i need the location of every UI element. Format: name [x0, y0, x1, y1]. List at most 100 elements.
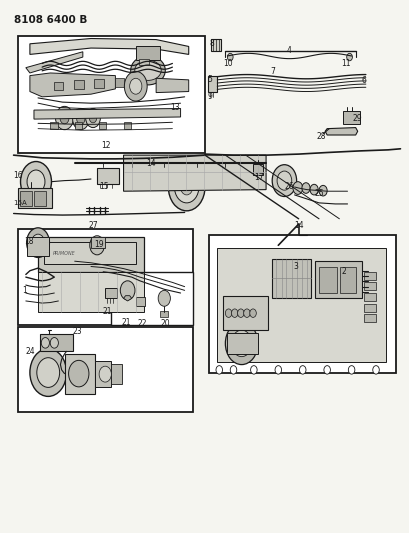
Circle shape — [231, 309, 237, 317]
Text: 21: 21 — [121, 318, 131, 327]
Bar — [363, 304, 375, 312]
Circle shape — [27, 228, 49, 257]
Circle shape — [76, 114, 85, 124]
Text: 19: 19 — [94, 240, 103, 249]
Bar — [115, 78, 124, 87]
Bar — [217, 248, 385, 362]
Circle shape — [60, 112, 69, 124]
Text: 29: 29 — [352, 114, 361, 123]
Bar — [27, 237, 49, 256]
Bar — [99, 122, 106, 128]
Circle shape — [31, 234, 45, 251]
Circle shape — [50, 337, 58, 348]
Circle shape — [180, 179, 192, 195]
Circle shape — [276, 171, 291, 190]
Text: 10: 10 — [223, 60, 232, 68]
Circle shape — [249, 309, 256, 317]
Bar — [95, 361, 111, 387]
Text: 20: 20 — [160, 319, 169, 328]
Ellipse shape — [130, 56, 165, 85]
Bar — [272, 259, 310, 298]
Circle shape — [90, 236, 104, 255]
Bar — [343, 111, 359, 124]
Circle shape — [55, 107, 73, 130]
Circle shape — [30, 349, 66, 397]
Circle shape — [250, 366, 256, 374]
Circle shape — [72, 109, 89, 130]
Circle shape — [168, 163, 204, 211]
Text: 14: 14 — [146, 159, 155, 167]
Circle shape — [274, 366, 281, 374]
Bar — [363, 282, 375, 290]
Text: 27: 27 — [89, 221, 98, 230]
Bar — [363, 293, 375, 301]
Bar — [339, 266, 355, 293]
Circle shape — [372, 366, 378, 374]
Bar — [18, 229, 192, 325]
Text: 6: 6 — [361, 76, 366, 85]
Text: 12: 12 — [101, 141, 110, 150]
Bar — [318, 266, 337, 293]
Bar — [54, 82, 63, 91]
Bar — [40, 334, 72, 351]
Bar — [91, 237, 105, 248]
Circle shape — [348, 366, 354, 374]
Bar — [223, 296, 267, 330]
Bar — [209, 235, 396, 373]
Circle shape — [323, 366, 330, 374]
Text: 26: 26 — [284, 182, 293, 191]
Text: 13: 13 — [170, 103, 180, 112]
Bar — [74, 122, 82, 128]
Text: 3: 3 — [293, 262, 298, 271]
Ellipse shape — [135, 60, 161, 80]
Text: 17: 17 — [253, 173, 263, 182]
Circle shape — [124, 71, 147, 101]
Circle shape — [68, 360, 89, 387]
Bar — [363, 314, 375, 322]
Text: 16: 16 — [13, 171, 23, 180]
Text: 2: 2 — [341, 268, 345, 276]
Bar — [227, 333, 257, 354]
Circle shape — [243, 309, 249, 317]
Circle shape — [299, 366, 305, 374]
Circle shape — [89, 114, 97, 123]
Bar — [20, 191, 32, 206]
Text: 8: 8 — [209, 39, 214, 49]
Circle shape — [216, 366, 222, 374]
Polygon shape — [123, 296, 131, 301]
Bar — [135, 46, 160, 60]
Polygon shape — [34, 109, 180, 119]
Circle shape — [292, 182, 302, 195]
Text: 1: 1 — [22, 286, 27, 295]
Text: 28: 28 — [316, 132, 326, 141]
Bar — [38, 237, 144, 272]
Circle shape — [120, 281, 135, 300]
Circle shape — [237, 309, 243, 317]
Circle shape — [231, 330, 251, 357]
Bar — [139, 59, 149, 65]
Text: 9: 9 — [207, 92, 212, 101]
Bar — [74, 80, 83, 89]
Polygon shape — [30, 73, 115, 97]
Circle shape — [230, 366, 236, 374]
Polygon shape — [324, 127, 357, 135]
Circle shape — [99, 366, 111, 382]
Text: 21: 21 — [102, 307, 112, 316]
Circle shape — [272, 165, 296, 197]
Bar — [135, 297, 144, 306]
Bar — [123, 122, 130, 128]
Bar — [97, 168, 119, 184]
Bar — [314, 261, 361, 298]
Bar — [44, 241, 135, 264]
Bar — [50, 122, 57, 128]
Circle shape — [174, 171, 198, 203]
Circle shape — [85, 109, 100, 127]
Bar — [105, 288, 116, 298]
Text: 23: 23 — [72, 327, 82, 336]
Bar — [160, 311, 168, 317]
Bar — [111, 364, 121, 384]
Polygon shape — [156, 78, 188, 93]
Bar — [211, 39, 221, 51]
Text: 5: 5 — [207, 75, 212, 84]
Circle shape — [301, 183, 309, 193]
